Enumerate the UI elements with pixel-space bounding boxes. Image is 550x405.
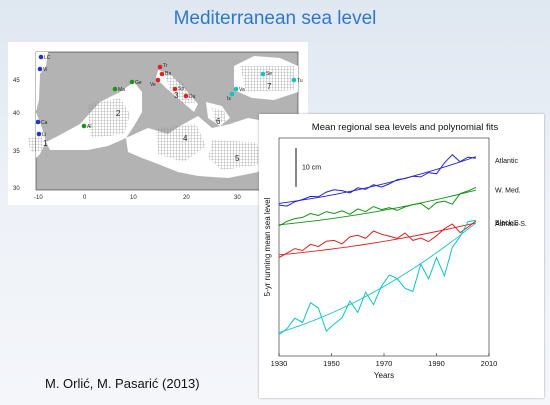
- region-number-5: 5: [235, 154, 240, 163]
- slide-title: Mediterranean sea level: [173, 8, 377, 29]
- station-label-ba: Ba: [165, 71, 171, 77]
- series-layer: [278, 154, 477, 336]
- map-xtick-0: 0: [83, 195, 87, 201]
- map-panel: 45 40 35 30 -10 0 10 20 30 1 2 3 4 5 6 7…: [8, 42, 308, 205]
- x-tick-label-1990: 1990: [428, 359, 445, 368]
- station-label-al: Al: [87, 124, 91, 130]
- sea-level-chart: Mean regional sea levels and polynomial …: [263, 122, 527, 380]
- map-ytick-40: 40: [13, 111, 20, 117]
- series-label-adriatic-s: Adriatic S.: [495, 221, 527, 228]
- region-number-4: 4: [183, 134, 188, 143]
- station-marker-tr: [157, 64, 163, 70]
- region-number-1: 1: [43, 139, 48, 148]
- station-marker-ge: [129, 79, 135, 85]
- station-label-lc: LC: [44, 55, 51, 61]
- map-xtick-30: 30: [234, 195, 241, 201]
- region-number-7: 7: [267, 82, 272, 91]
- station-label-ma: Ma: [118, 87, 125, 93]
- map-ytick-45: 45: [13, 78, 20, 84]
- author-credit: M. Orlić, M. Pasarić (2013): [45, 376, 200, 391]
- region-5-hatch: [208, 140, 264, 170]
- station-marker-lc: [38, 54, 44, 60]
- station-label-va: Va: [239, 87, 245, 93]
- station-marker-tu: [291, 77, 297, 83]
- station-label-ca: Ca: [41, 120, 48, 126]
- station-label-tr: Tr: [163, 63, 168, 69]
- station-label-ve: Ve: [150, 82, 156, 88]
- station-marker-is: [229, 91, 235, 97]
- scale-bar: 10 cm: [295, 148, 321, 187]
- region-number-6: 6: [216, 117, 221, 126]
- station-marker-al: [81, 123, 87, 129]
- station-label-ge: Ge: [135, 80, 142, 86]
- series-fit-atlantic: [278, 156, 477, 204]
- station-marker-vi: [37, 66, 43, 72]
- station-label-li: Li: [42, 132, 46, 138]
- series-labels: Atlantic W. Med. Adriatic S.Black S.: [495, 158, 527, 228]
- series-label-atlantic: Atlantic: [495, 158, 518, 165]
- series-fit-adriatic-s: [278, 222, 476, 256]
- station-label-tu: Tu: [297, 78, 303, 84]
- chart-title: Mean regional sea levels and polynomial …: [312, 122, 499, 133]
- station-marker-ma: [112, 86, 118, 92]
- station-label-vi: Vi: [43, 67, 47, 73]
- y-axis-label: 5-yr running mean sea level: [263, 197, 272, 296]
- station-marker-va: [233, 86, 239, 92]
- chart-panel: Mean regional sea levels and polynomial …: [259, 114, 544, 398]
- x-tick-label-1970: 1970: [376, 359, 393, 368]
- series-line-black-s: [278, 219, 476, 336]
- station-label-is: Is: [227, 96, 231, 102]
- map-xtick-20: 20: [183, 195, 190, 201]
- series-fit-w-med: [278, 189, 477, 226]
- scale-bar-label: 10 cm: [302, 164, 321, 171]
- station-label-se: Se: [266, 71, 272, 77]
- x-ticks: 1930 1950 1970 1990 2010: [271, 353, 498, 368]
- region-7-hatch: [240, 66, 294, 92]
- series-line-atlantic: [278, 154, 476, 207]
- x-tick-label-2010: 2010: [481, 359, 498, 368]
- x-tick-label-1930: 1930: [271, 359, 288, 368]
- map-xtick-m10: -10: [34, 195, 43, 201]
- region-2-hatch: [88, 98, 130, 138]
- x-axis-label: Years: [374, 371, 394, 380]
- station-label-sp: Sp: [178, 86, 184, 92]
- region-1-hatch: [28, 136, 44, 152]
- region-6-hatch: [212, 108, 226, 122]
- map-xtick-10: 10: [130, 195, 137, 201]
- station-marker-du: [183, 93, 189, 99]
- region-number-3: 3: [174, 91, 179, 100]
- map-ytick-30: 30: [13, 186, 20, 192]
- map-ytick-35: 35: [13, 149, 20, 155]
- station-marker-se: [260, 71, 266, 77]
- series-fit-black-s: [278, 222, 477, 334]
- series-line-w-med: [278, 186, 477, 227]
- station-marker-ve: [155, 77, 161, 83]
- series-label-black-s: Black S.: [495, 220, 521, 227]
- station-marker-sp: [172, 86, 178, 92]
- station-marker-ba: [159, 71, 165, 77]
- station-marker-li: [36, 131, 42, 137]
- region-4-hatch: [156, 124, 206, 162]
- series-label-w-med: W. Med.: [495, 187, 521, 194]
- mediterranean-map: 45 40 35 30 -10 0 10 20 30 1 2 3 4 5 6 7…: [13, 51, 303, 201]
- region-number-2: 2: [116, 109, 121, 118]
- station-marker-ca: [35, 119, 41, 125]
- station-label-du: Du: [189, 94, 196, 100]
- x-tick-label-1950: 1950: [323, 359, 340, 368]
